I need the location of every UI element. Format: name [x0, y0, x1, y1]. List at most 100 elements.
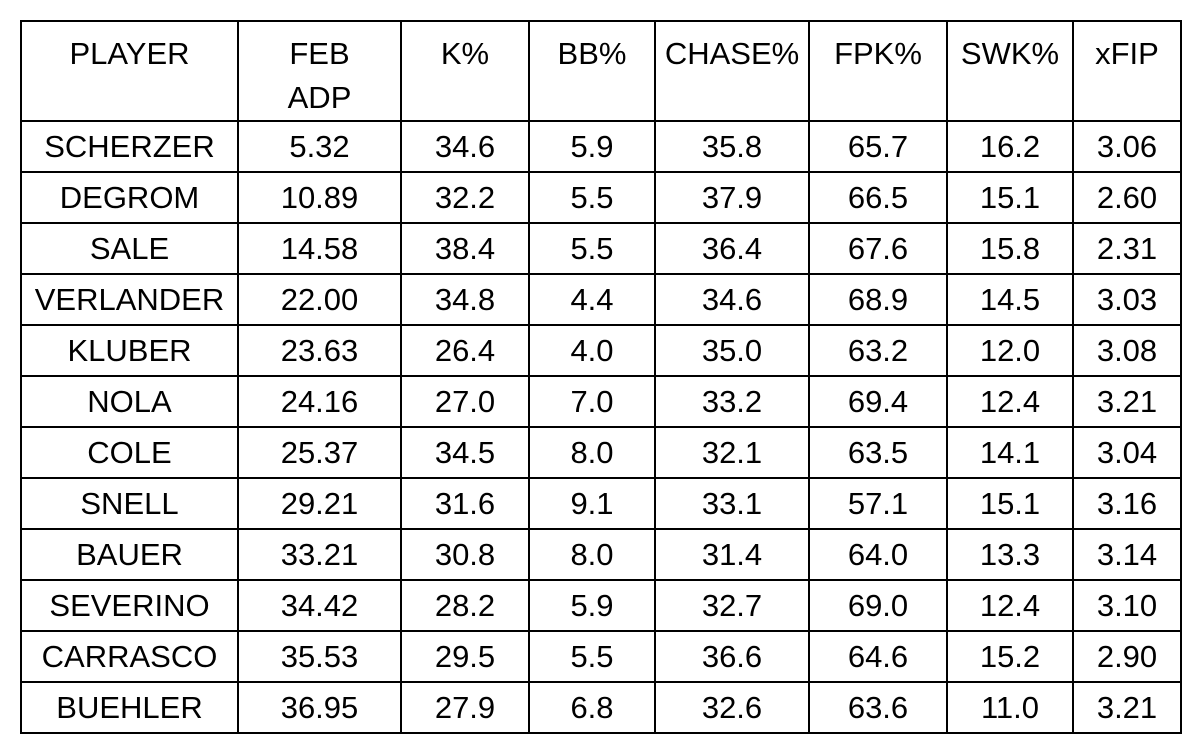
stat-cell: 3.06: [1072, 120, 1182, 173]
stat-cell: 12.4: [946, 579, 1074, 632]
player-cell: VERLANDER: [20, 273, 239, 326]
stat-cell: 64.0: [808, 528, 948, 581]
stat-cell: 38.4: [400, 222, 530, 275]
header-cell: FEB ADP: [237, 20, 402, 122]
stat-cell: 28.2: [400, 579, 530, 632]
stat-cell: 4.4: [528, 273, 656, 326]
stats-table: PLAYER FEB ADP K% BB% CHASE% FPK% SWK% xFIP SCH…: [20, 20, 1182, 734]
stat-cell: 32.2: [400, 171, 530, 224]
table-row: SCHERZER 5.32 34.6 5.9 35.8 65.7 16.2 3.06: [20, 120, 1182, 173]
stat-cell: 34.42: [237, 579, 402, 632]
table-row: SEVERINO 34.42 28.2 5.9 32.7 69.0 12.4 3.10: [20, 579, 1182, 632]
stat-cell: 35.53: [237, 630, 402, 683]
header-cell: FPK%: [808, 20, 948, 122]
stat-cell: 27.9: [400, 681, 530, 734]
stat-cell: 6.8: [528, 681, 656, 734]
stat-cell: 69.0: [808, 579, 948, 632]
player-cell: COLE: [20, 426, 239, 479]
table-row: SNELL 29.21 31.6 9.1 33.1 57.1 15.1 3.16: [20, 477, 1182, 530]
stat-cell: 15.2: [946, 630, 1074, 683]
stat-cell: 22.00: [237, 273, 402, 326]
player-cell: KLUBER: [20, 324, 239, 377]
table-row: CARRASCO 35.53 29.5 5.5 36.6 64.6 15.2 2.90: [20, 630, 1182, 683]
stat-cell: 64.6: [808, 630, 948, 683]
player-cell: BUEHLER: [20, 681, 239, 734]
stat-cell: 36.6: [654, 630, 810, 683]
stat-cell: 63.5: [808, 426, 948, 479]
stat-cell: 24.16: [237, 375, 402, 428]
stat-cell: 29.21: [237, 477, 402, 530]
stat-cell: 5.5: [528, 171, 656, 224]
stat-cell: 2.90: [1072, 630, 1182, 683]
stat-cell: 35.0: [654, 324, 810, 377]
stat-cell: 16.2: [946, 120, 1074, 173]
stat-cell: 8.0: [528, 426, 656, 479]
stat-cell: 15.1: [946, 171, 1074, 224]
stat-cell: 67.6: [808, 222, 948, 275]
stat-cell: 11.0: [946, 681, 1074, 734]
stat-cell: 3.21: [1072, 681, 1182, 734]
header-cell: xFIP: [1072, 20, 1182, 122]
player-cell: NOLA: [20, 375, 239, 428]
stat-cell: 4.0: [528, 324, 656, 377]
stat-cell: 3.04: [1072, 426, 1182, 479]
stat-cell: 31.6: [400, 477, 530, 530]
stat-cell: 3.16: [1072, 477, 1182, 530]
stat-cell: 12.0: [946, 324, 1074, 377]
stat-cell: 34.6: [654, 273, 810, 326]
stat-cell: 14.1: [946, 426, 1074, 479]
stat-cell: 3.21: [1072, 375, 1182, 428]
stat-cell: 8.0: [528, 528, 656, 581]
header-cell: SWK%: [946, 20, 1074, 122]
stat-cell: 9.1: [528, 477, 656, 530]
stat-cell: 32.7: [654, 579, 810, 632]
stat-cell: 32.6: [654, 681, 810, 734]
table-row: VERLANDER 22.00 34.8 4.4 34.6 68.9 14.5 3.03: [20, 273, 1182, 326]
stat-cell: 68.9: [808, 273, 948, 326]
stat-cell: 37.9: [654, 171, 810, 224]
header-cell: PLAYER: [20, 20, 239, 122]
stat-cell: 10.89: [237, 171, 402, 224]
stat-cell: 25.37: [237, 426, 402, 479]
stat-cell: 32.1: [654, 426, 810, 479]
stat-cell: 12.4: [946, 375, 1074, 428]
stat-cell: 34.5: [400, 426, 530, 479]
stat-cell: 5.9: [528, 120, 656, 173]
player-cell: CARRASCO: [20, 630, 239, 683]
table-row: DEGROM 10.89 32.2 5.5 37.9 66.5 15.1 2.60: [20, 171, 1182, 224]
header-cell: K%: [400, 20, 530, 122]
stat-cell: 29.5: [400, 630, 530, 683]
stat-cell: 3.03: [1072, 273, 1182, 326]
stat-cell: 3.14: [1072, 528, 1182, 581]
table-row: KLUBER 23.63 26.4 4.0 35.0 63.2 12.0 3.08: [20, 324, 1182, 377]
stat-cell: 5.9: [528, 579, 656, 632]
stat-cell: 5.32: [237, 120, 402, 173]
stat-cell: 5.5: [528, 630, 656, 683]
stat-cell: 66.5: [808, 171, 948, 224]
player-cell: BAUER: [20, 528, 239, 581]
stat-cell: 14.5: [946, 273, 1074, 326]
table-row: SALE 14.58 38.4 5.5 36.4 67.6 15.8 2.31: [20, 222, 1182, 275]
stat-cell: 33.2: [654, 375, 810, 428]
stat-cell: 69.4: [808, 375, 948, 428]
header-cell: BB%: [528, 20, 656, 122]
stat-cell: 36.4: [654, 222, 810, 275]
table-body: SCHERZER 5.32 34.6 5.9 35.8 65.7 16.2 3.06 DEGRO…: [20, 120, 1182, 734]
stat-cell: 35.8: [654, 120, 810, 173]
stat-cell: 27.0: [400, 375, 530, 428]
header-row: PLAYER FEB ADP K% BB% CHASE% FPK% SWK% xFIP: [20, 20, 1182, 122]
stat-cell: 33.1: [654, 477, 810, 530]
stat-cell: 15.8: [946, 222, 1074, 275]
stat-cell: 5.5: [528, 222, 656, 275]
stat-cell: 15.1: [946, 477, 1074, 530]
stat-cell: 34.8: [400, 273, 530, 326]
stat-cell: 3.10: [1072, 579, 1182, 632]
player-cell: SALE: [20, 222, 239, 275]
stat-cell: 33.21: [237, 528, 402, 581]
player-cell: DEGROM: [20, 171, 239, 224]
stat-cell: 36.95: [237, 681, 402, 734]
header-cell: CHASE%: [654, 20, 810, 122]
stat-cell: 65.7: [808, 120, 948, 173]
table-row: BAUER 33.21 30.8 8.0 31.4 64.0 13.3 3.14: [20, 528, 1182, 581]
